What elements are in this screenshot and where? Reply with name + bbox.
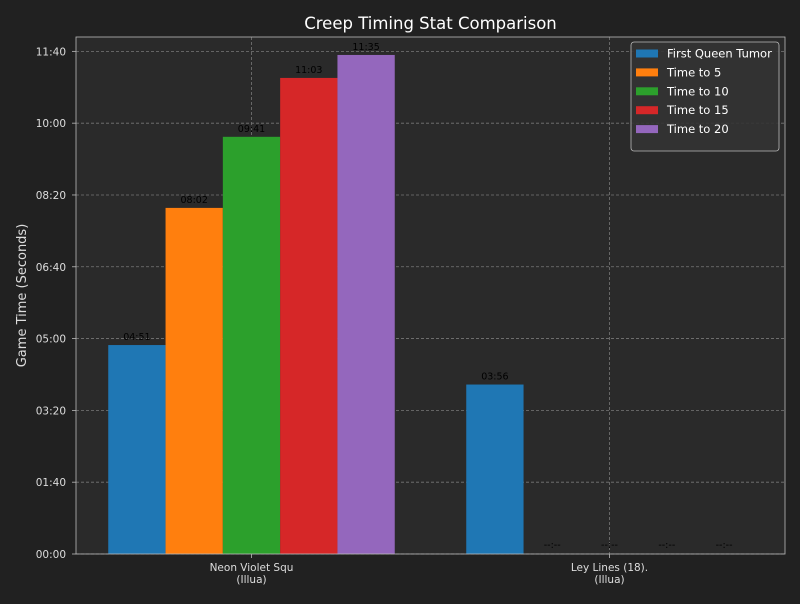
x-tick-label: Neon Violet Squ (Illua) — [210, 562, 294, 586]
legend-swatch — [636, 125, 658, 134]
legend-swatch — [636, 106, 658, 115]
chart-title: Creep Timing Stat Comparison — [304, 14, 557, 33]
legend: First Queen Tumor Time to 5 Time to 10 Time… — [630, 41, 780, 152]
y-tick-label: 06:40 — [36, 262, 66, 274]
bar-value-label: --:-- — [658, 540, 675, 551]
y-tick-label: 11:40 — [36, 46, 66, 58]
x-tick-label-line: (Illua) — [594, 574, 624, 586]
legend-label: First Queen Tumor — [667, 47, 772, 61]
x-tick-label-line: Neon Violet Squ — [210, 562, 294, 574]
legend-label: Time to 5 — [666, 65, 721, 79]
y-axis: 00:00 01:40 03:20 05:00 06:40 08:20 10:00 11:40 — [36, 46, 76, 561]
legend-item[interactable]: Time to 15 — [636, 103, 729, 117]
bar-value-label: 04:51 — [123, 332, 150, 343]
legend-item[interactable]: Time to 20 — [636, 122, 729, 136]
legend-item[interactable]: Time to 5 — [636, 65, 721, 79]
bar-value-label: 08:02 — [181, 195, 208, 206]
bar-value-label: 11:03 — [295, 65, 322, 76]
legend-label: Time to 10 — [666, 84, 729, 98]
legend-label: Time to 20 — [666, 122, 729, 136]
bar[interactable] — [337, 54, 395, 555]
legend-swatch — [636, 87, 658, 96]
bar-value-label: 03:56 — [481, 372, 508, 383]
bar[interactable] — [165, 207, 223, 554]
bar[interactable] — [108, 345, 166, 554]
legend-item[interactable]: First Queen Tumor — [636, 47, 772, 61]
bar[interactable] — [280, 77, 338, 554]
legend-swatch — [636, 49, 658, 58]
axes-frame — [75, 36, 786, 555]
x-tick-label-line: (Illua) — [236, 574, 266, 586]
y-tick-label: 03:20 — [36, 405, 66, 417]
bar-value-label: --:-- — [601, 540, 618, 551]
y-tick-label: 08:20 — [36, 190, 66, 202]
y-tick-label: 00:00 — [36, 549, 66, 561]
legend-item[interactable]: Time to 10 — [636, 84, 729, 98]
legend-box — [630, 41, 780, 152]
bar-value-label: 11:35 — [352, 42, 379, 53]
bars-group: 04:51 03:56 08:02 --:-- 09:41 --:-- 11:03 --:--… — [108, 42, 733, 555]
bar[interactable] — [466, 384, 524, 554]
bar-value-label: --:-- — [716, 540, 733, 551]
legend-label: Time to 15 — [666, 103, 729, 117]
bar-value-label: 09:41 — [238, 124, 265, 135]
y-axis-label: Game Time (Seconds) — [15, 224, 30, 368]
legend-swatch — [636, 68, 658, 77]
x-tick-label-line: Ley Lines (18). — [571, 562, 648, 574]
bar[interactable] — [222, 136, 281, 554]
y-tick-label: 01:40 — [36, 477, 66, 489]
y-tick-label: 05:00 — [36, 334, 66, 346]
y-tick-label: 10:00 — [36, 118, 66, 130]
x-axis: Neon Violet Squ (Illua)Ley Lines (18). (Il… — [210, 554, 648, 586]
x-tick-label: Ley Lines (18). (Illua) — [571, 562, 648, 586]
bar-value-label: --:-- — [544, 540, 561, 551]
